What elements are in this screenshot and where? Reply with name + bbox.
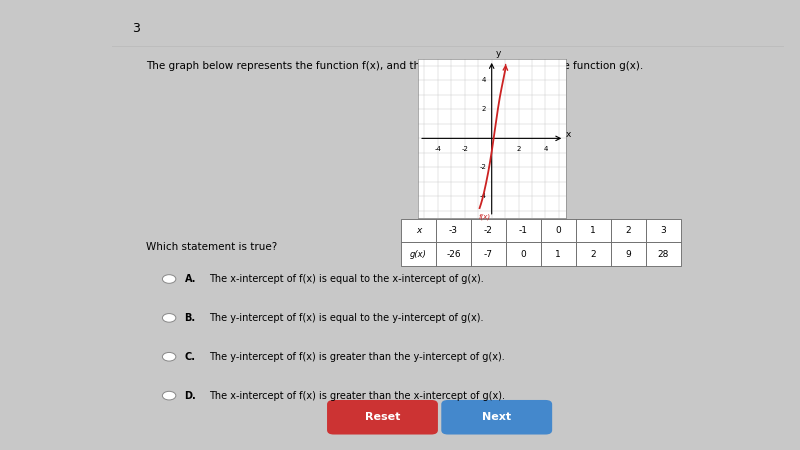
Text: The x-intercept of f(x) is equal to the x-intercept of g(x).: The x-intercept of f(x) is equal to the … xyxy=(210,274,484,284)
Bar xyxy=(646,242,681,266)
Text: f(x): f(x) xyxy=(479,214,491,220)
Text: 2: 2 xyxy=(482,106,486,112)
Text: The x-intercept of f(x) is greater than the x-intercept of g(x).: The x-intercept of f(x) is greater than … xyxy=(210,391,506,401)
Text: -4: -4 xyxy=(479,194,486,199)
Bar xyxy=(436,219,471,242)
Text: 3: 3 xyxy=(132,22,140,35)
Text: Next: Next xyxy=(482,412,511,422)
Bar xyxy=(541,242,576,266)
Text: -4: -4 xyxy=(434,146,442,152)
Bar xyxy=(471,242,506,266)
Text: B.: B. xyxy=(185,313,196,323)
Text: y: y xyxy=(496,50,501,58)
Circle shape xyxy=(162,392,176,400)
Text: x: x xyxy=(566,130,571,139)
Bar xyxy=(576,219,610,242)
Text: 2: 2 xyxy=(516,146,521,152)
Text: g(x): g(x) xyxy=(410,250,427,259)
Text: x: x xyxy=(416,226,421,235)
Text: 2: 2 xyxy=(626,226,631,235)
Text: The y-intercept of f(x) is equal to the y-intercept of g(x).: The y-intercept of f(x) is equal to the … xyxy=(210,313,484,323)
Bar xyxy=(506,219,541,242)
Circle shape xyxy=(162,352,176,361)
Text: -7: -7 xyxy=(484,250,493,259)
Text: 0: 0 xyxy=(555,226,561,235)
Bar xyxy=(506,242,541,266)
Circle shape xyxy=(162,314,176,322)
Text: 9: 9 xyxy=(626,250,631,259)
Bar xyxy=(401,219,436,242)
Text: The y-intercept of f(x) is greater than the y-intercept of g(x).: The y-intercept of f(x) is greater than … xyxy=(210,352,505,362)
Bar xyxy=(471,219,506,242)
Text: 3: 3 xyxy=(660,226,666,235)
FancyBboxPatch shape xyxy=(442,400,552,435)
Bar xyxy=(576,242,610,266)
Text: 28: 28 xyxy=(658,250,669,259)
Text: 1: 1 xyxy=(590,226,596,235)
Bar xyxy=(401,242,436,266)
Text: The graph below represents the function f(x), and the table below represents the: The graph below represents the function … xyxy=(146,61,643,71)
Text: -26: -26 xyxy=(446,250,461,259)
Text: -2: -2 xyxy=(462,146,468,152)
Text: 0: 0 xyxy=(520,250,526,259)
Text: -2: -2 xyxy=(484,226,493,235)
Bar xyxy=(541,219,576,242)
Text: 2: 2 xyxy=(590,250,596,259)
Bar xyxy=(436,242,471,266)
Text: -3: -3 xyxy=(449,226,458,235)
Text: A.: A. xyxy=(185,274,196,284)
Text: Which statement is true?: Which statement is true? xyxy=(146,242,277,252)
Bar xyxy=(646,219,681,242)
Text: -1: -1 xyxy=(518,226,528,235)
Text: D.: D. xyxy=(185,391,196,401)
Text: Reset: Reset xyxy=(365,412,400,422)
Text: C.: C. xyxy=(185,352,195,362)
Text: 4: 4 xyxy=(482,77,486,83)
Text: 1: 1 xyxy=(555,250,561,259)
Circle shape xyxy=(162,274,176,284)
Bar xyxy=(610,219,646,242)
Bar xyxy=(610,242,646,266)
FancyBboxPatch shape xyxy=(327,400,438,435)
Text: -2: -2 xyxy=(479,164,486,171)
Text: 4: 4 xyxy=(543,146,548,152)
